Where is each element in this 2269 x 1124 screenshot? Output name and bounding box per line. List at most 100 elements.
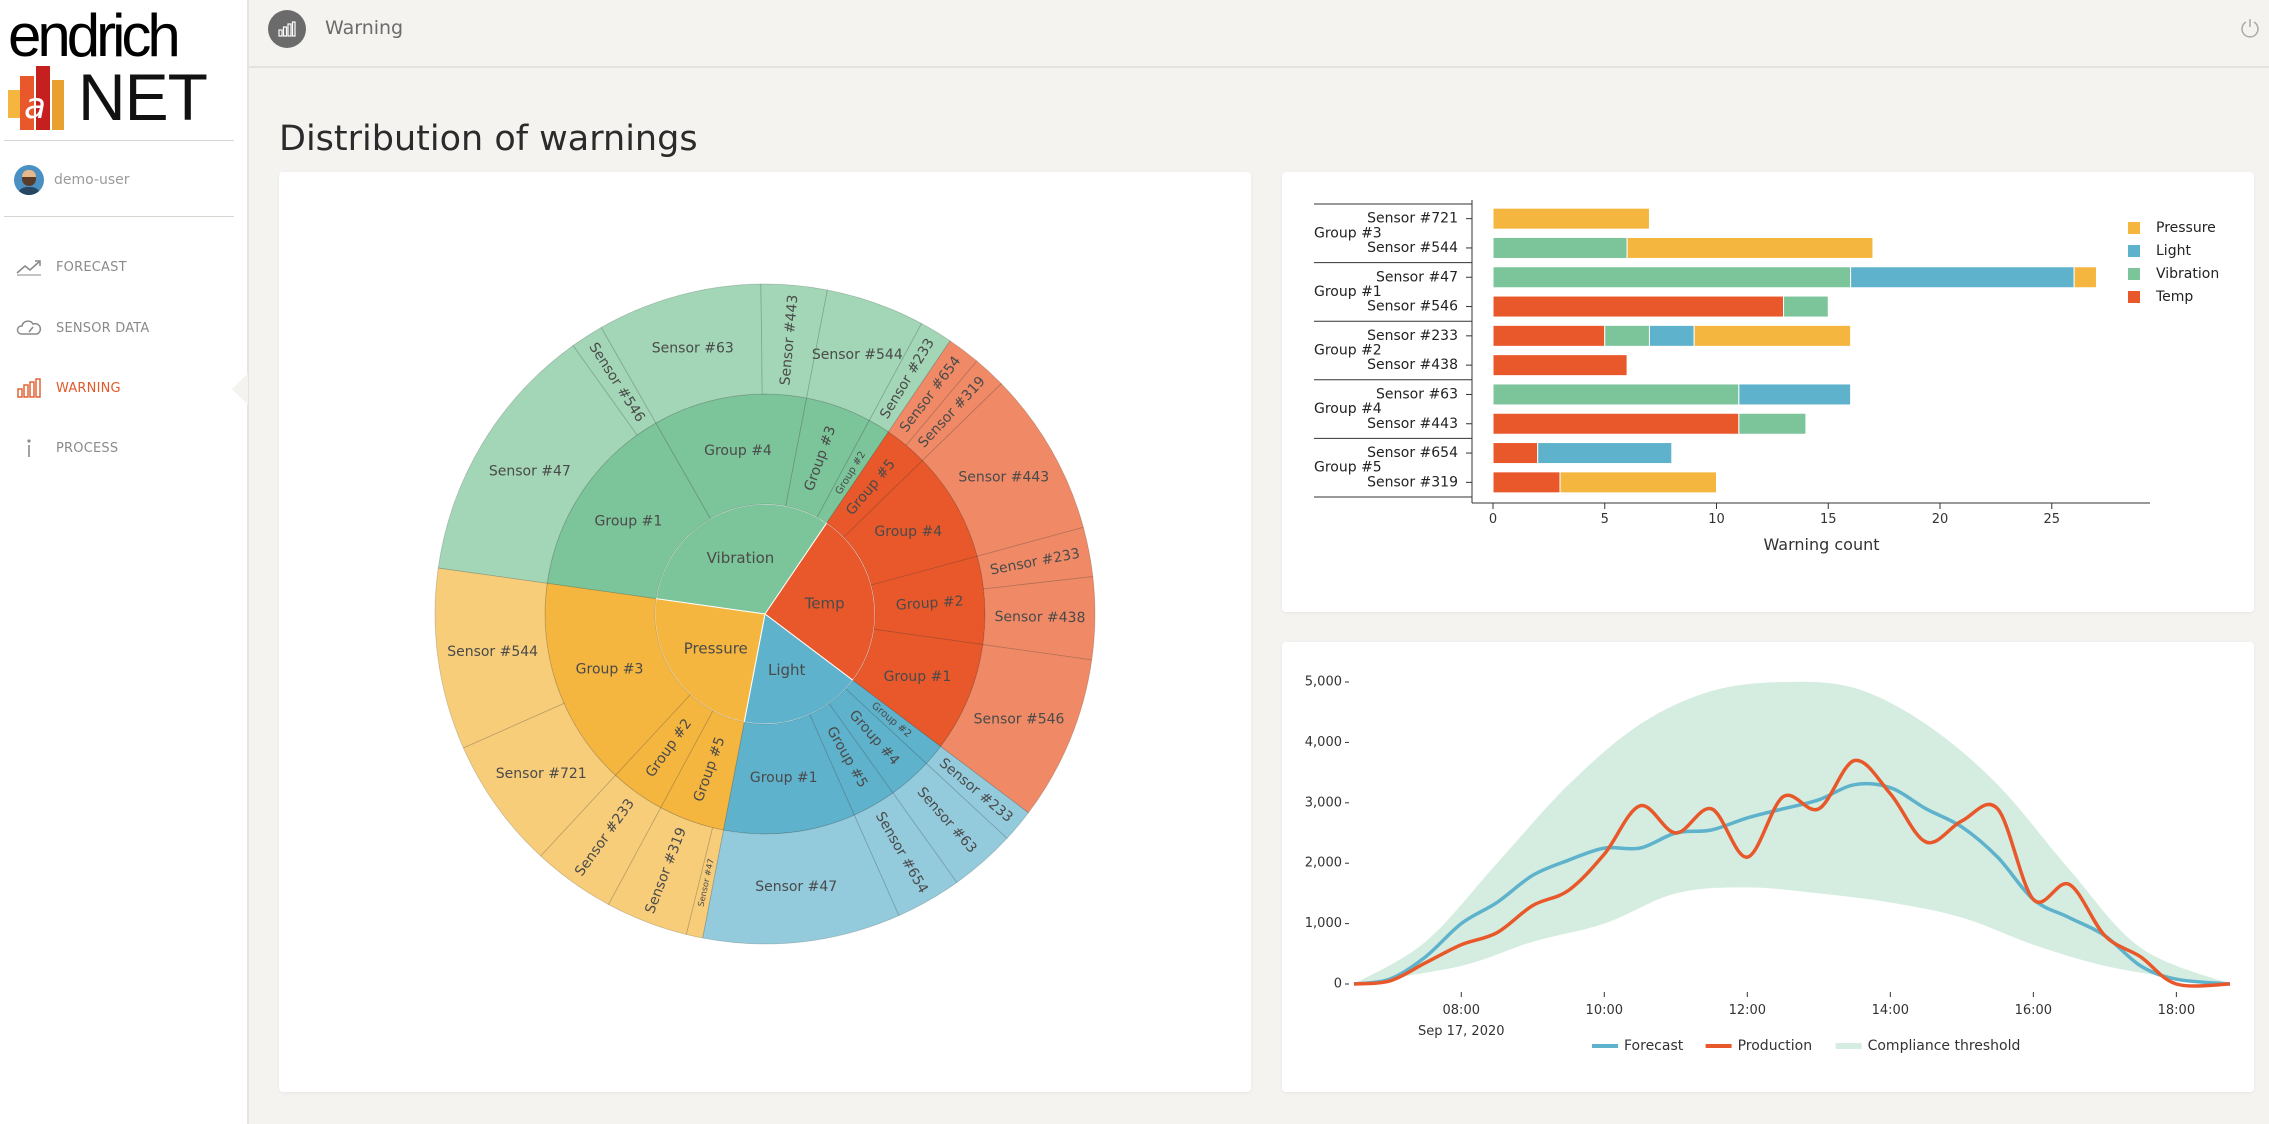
sunburst-slice-light-group-2-sensor-233 (925, 745, 1029, 839)
sunburst-label-pressure-group-3-sensor-721: Sensor #721 (496, 766, 587, 782)
bar-sensor-721-pressure (1492, 207, 1650, 230)
header-title: Warning (325, 17, 404, 39)
group-label-group-1: Group #1 (1314, 284, 1382, 300)
bar-sensor-233-light (1648, 324, 1695, 347)
info-icon (16, 436, 44, 460)
y-tick-label: 0 (1334, 977, 1342, 992)
bar-chart-card: Sensor #721 Sensor #544 Sensor #47 Sensor #… (1282, 172, 2254, 612)
sunburst-label-pressure: Pressure (684, 640, 748, 658)
bar-sensor-319-temp (1492, 471, 1561, 494)
legend-label-forecast: Forecast (1624, 1038, 1684, 1054)
x-tick-label: 20 (1932, 512, 1949, 527)
logo-wordmark-bottom: NET (78, 60, 208, 134)
stacked-bar-chart: Sensor #721 Sensor #544 Sensor #47 Sensor #… (1314, 200, 2219, 554)
bar-sensor-233-temp (1492, 324, 1606, 347)
sunburst-slice-pressure (654, 598, 766, 723)
x-tick-label: 15 (1820, 512, 1837, 527)
x-tick-label: 10 (1708, 512, 1725, 527)
sunburst-slice-light-group-5 (809, 702, 894, 816)
y-tick-label: 1,000 (1305, 916, 1342, 931)
sunburst-slice-pressure-group-5-sensor-47 (685, 827, 724, 939)
sunburst-label-light-group-1-sensor-47: Sensor #47 (755, 879, 837, 895)
sunburst-label-vibration-group-4: Group #4 (704, 443, 772, 459)
sunburst-slice-temp-group-4-sensor-443 (921, 383, 1084, 557)
bar-sensor-544-vibration (1492, 236, 1628, 259)
sunburst-slice-vibration-group-2-sensor-233 (868, 322, 951, 433)
sunburst-slice-pressure-group-2 (614, 694, 714, 809)
app-logo[interactable]: endrich a NET (8, 2, 208, 130)
sunburst-label-pressure-group-3-sensor-544: Sensor #544 (447, 644, 538, 660)
sidebar-item-label: SENSOR DATA (56, 320, 150, 336)
y-tick-label: 5,000 (1305, 675, 1342, 690)
x-tick-label: 0 (1489, 512, 1497, 527)
y-tick-label: Sensor #654 (1367, 445, 1458, 461)
sidebar-item-sensor-data[interactable]: SENSOR DATA (16, 313, 150, 343)
bar-sensor-47-light (1850, 266, 2075, 289)
x-tick-label: 14:00 (1872, 1003, 1909, 1018)
logo-wordmark-top: endrich (8, 2, 181, 69)
legend-label-compliance-threshold: Compliance threshold (1868, 1038, 2021, 1054)
legend-swatch-vibration (2128, 268, 2140, 280)
bar-sensor-443-vibration (1738, 412, 1807, 435)
bar-sensor-443-temp (1492, 412, 1740, 435)
y-tick-label: Sensor #233 (1367, 328, 1458, 344)
sidebar-item-forecast[interactable]: FORECAST (16, 252, 127, 282)
line-forecast (1353, 781, 2231, 986)
legend-swatch-temp (2128, 291, 2140, 303)
bar-sensor-233-pressure (1693, 324, 1852, 347)
user-profile[interactable]: demo-user (14, 164, 130, 196)
sunburst-slice-pressure-group-3-sensor-721 (462, 702, 616, 857)
group-label-group-5: Group #5 (1314, 460, 1382, 476)
x-tick-label: 18:00 (2158, 1003, 2195, 1018)
sidebar-divider (4, 140, 234, 141)
sunburst-slice-temp-group-1-sensor-546 (940, 644, 1093, 814)
group-label-group-4: Group #4 (1314, 401, 1382, 417)
bar-sensor-63-light (1738, 383, 1852, 406)
sunburst-slice-light-group-1-sensor-47 (702, 814, 900, 945)
sunburst-chart: Vibration Group #1 Sensor #47 Sensor #546 Gr… (434, 283, 1096, 945)
sunburst-card: Vibration Group #1 Sensor #47 Sensor #546 Gr… (279, 172, 1251, 1092)
bar-sensor-654-temp (1492, 442, 1539, 465)
legend-label-temp: Temp (2155, 289, 2193, 305)
sunburst-slice-pressure-group-3-sensor-544 (434, 567, 565, 749)
sunburst-slice-temp (764, 522, 876, 681)
sunburst-slice-light (743, 613, 854, 725)
bar-sensor-319-pressure (1559, 471, 1718, 494)
sunburst-label-temp-group-4: Group #4 (874, 524, 942, 540)
x-tick-label: 12:00 (1729, 1003, 1766, 1018)
logo-mark-icon: a (8, 66, 64, 130)
sunburst-slice-temp-group-5-sensor-654 (887, 340, 978, 446)
y-tick-label: Sensor #721 (1367, 211, 1458, 227)
y-tick-label: Sensor #319 (1367, 474, 1458, 490)
sidebar-item-warning[interactable]: WARNING (16, 373, 121, 403)
sidebar-item-label: WARNING (56, 380, 121, 396)
sunburst-label-pressure-group-3: Group #3 (576, 661, 644, 677)
legend-swatch-light (2128, 245, 2140, 257)
sidebar-divider (4, 216, 234, 217)
sunburst-label-temp-group-2: Group #2 (895, 593, 964, 613)
sunburst-slice-temp-group-5 (826, 431, 924, 538)
x-date-label: Sep 17, 2020 (1418, 1024, 1505, 1039)
avatar (14, 165, 44, 195)
power-icon[interactable] (2239, 17, 2261, 39)
line-chart: 5,000 4,000 3,000 2,000 1,000 0 08:00 10:00 12:0… (1305, 675, 2231, 1054)
bar-sensor-47-vibration (1492, 266, 1852, 289)
sunburst-label-light-group-1: Group #1 (750, 770, 818, 786)
sunburst-slice-temp-group-2-sensor-438 (982, 576, 1096, 661)
sunburst-slice-vibration-group-1 (546, 422, 711, 600)
sunburst-label-temp-group-1-sensor-546: Sensor #546 (974, 711, 1065, 727)
bar-chart-icon (16, 376, 44, 400)
legend-label-vibration: Vibration (2156, 266, 2219, 282)
legend-label-production: Production (1738, 1038, 1812, 1054)
x-tick-label: 10:00 (1586, 1003, 1623, 1018)
sunburst-slice-light-group-4-sensor-63 (892, 763, 1008, 884)
sunburst-label-temp-group-2-sensor-438: Sensor #438 (994, 609, 1085, 626)
page-title: Distribution of warnings (279, 119, 698, 160)
line-production (1353, 758, 2231, 988)
y-tick-label: 4,000 (1305, 735, 1342, 750)
sidebar-item-label: FORECAST (56, 259, 127, 275)
y-tick-label: Sensor #438 (1367, 357, 1458, 373)
sunburst-slice-vibration (655, 503, 828, 615)
bar-sensor-438-temp (1492, 354, 1628, 377)
sidebar-item-process[interactable]: PROCESS (16, 433, 118, 463)
